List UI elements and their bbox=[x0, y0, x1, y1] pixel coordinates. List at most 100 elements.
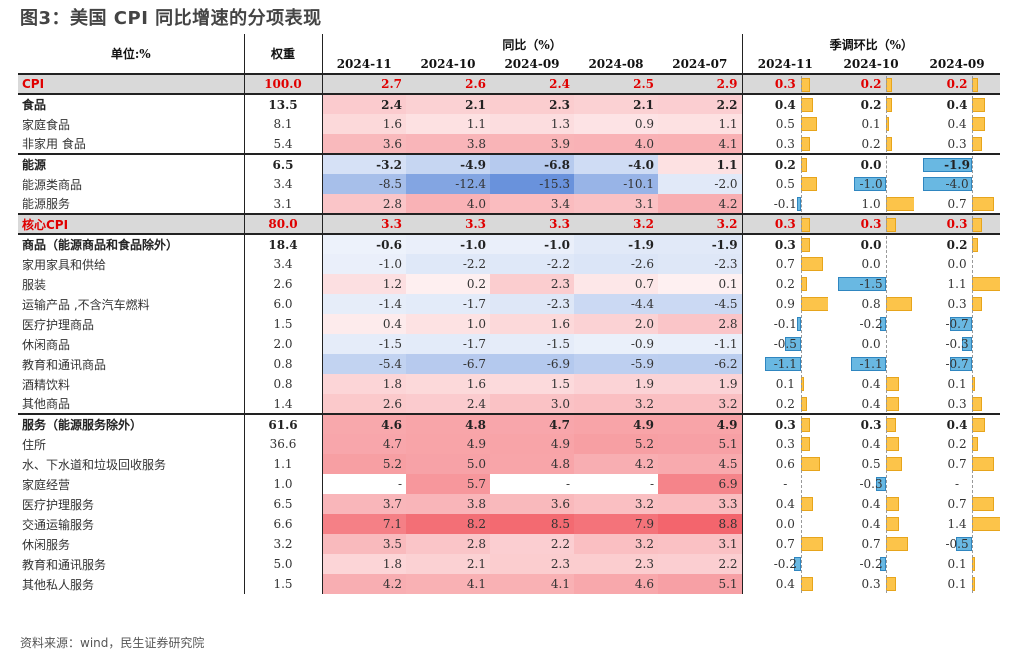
mom-cell: 0.4 bbox=[828, 494, 914, 514]
table-row: 家庭食品 8.1 1.6 1.1 1.3 0.9 1.1 0.5 0.1 0.4 bbox=[18, 114, 1000, 134]
mom-cell: 0.4 bbox=[914, 413, 1001, 434]
mom-month-header: 2024-10 bbox=[828, 54, 915, 75]
yoy-cell: 0.2 bbox=[406, 274, 490, 294]
row-name: 服装 bbox=[18, 274, 245, 294]
mom-bar-positive bbox=[800, 437, 811, 451]
yoy-cell: -2.2 bbox=[406, 254, 490, 274]
yoy-cell: 3.6 bbox=[490, 494, 574, 514]
mom-cell: 0.4 bbox=[828, 374, 914, 394]
mom-bar-negative bbox=[838, 277, 887, 291]
mom-value: 0.0 bbox=[947, 257, 967, 271]
mom-bar-positive bbox=[886, 457, 903, 471]
mom-bar-positive bbox=[972, 418, 985, 432]
yoy-cell: 3.2 bbox=[574, 534, 658, 554]
row-weight: 100.0 bbox=[244, 73, 323, 94]
mom-value: 0.5 bbox=[775, 117, 795, 131]
mom-cell: 0.4 bbox=[914, 93, 1001, 114]
yoy-cell: 5.7 bbox=[406, 474, 490, 494]
row-weight: 2.0 bbox=[244, 334, 323, 354]
mom-value: 0.4 bbox=[861, 517, 881, 531]
mom-value: -0.2 bbox=[773, 557, 797, 571]
yoy-cell: 4.0 bbox=[406, 194, 490, 214]
mom-zero-axis bbox=[886, 355, 888, 373]
mom-value: 1.1 bbox=[947, 277, 967, 291]
mom-zero-axis bbox=[886, 255, 888, 273]
mom-zero-axis bbox=[886, 435, 888, 453]
mom-value: 0.0 bbox=[860, 237, 882, 252]
mom-cell: 0.0 bbox=[742, 514, 828, 534]
mom-zero-axis bbox=[886, 115, 888, 133]
mom-zero-axis bbox=[972, 175, 974, 193]
yoy-cell: 2.1 bbox=[574, 93, 658, 114]
mom-zero-axis bbox=[800, 375, 802, 393]
row-weight: 6.5 bbox=[244, 494, 323, 514]
mom-cell: -0.2 bbox=[828, 554, 914, 574]
mom-zero-axis bbox=[886, 515, 888, 533]
table-row: 酒精饮料 0.8 1.8 1.6 1.5 1.9 1.9 0.1 0.4 0.1 bbox=[18, 374, 1000, 394]
yoy-cell: 8.2 bbox=[406, 514, 490, 534]
mom-zero-axis bbox=[800, 195, 802, 212]
yoy-cell: 1.2 bbox=[322, 274, 406, 294]
mom-zero-axis bbox=[972, 416, 974, 433]
mom-cell: 0.0 bbox=[828, 334, 914, 354]
yoy-cell: 3.2 bbox=[658, 394, 743, 414]
table-row: 其他私人服务 1.5 4.2 4.1 4.1 4.6 5.1 0.4 0.3 0.1 bbox=[18, 574, 1000, 594]
mom-zero-axis bbox=[972, 195, 974, 212]
yoy-cell: - bbox=[649, 477, 654, 491]
row-weight: 1.5 bbox=[244, 314, 323, 334]
mom-cell: 0.3 bbox=[914, 394, 1000, 414]
mom-bar-negative bbox=[794, 557, 801, 571]
yoy-cell: 5.1 bbox=[658, 434, 743, 454]
yoy-cell: 1.9 bbox=[574, 374, 658, 394]
mom-cell: 0.2 bbox=[828, 73, 915, 94]
mom-zero-axis bbox=[972, 555, 974, 573]
row-weight: 61.6 bbox=[244, 413, 323, 434]
mom-cell: 0.4 bbox=[828, 514, 914, 534]
yoy-cell: 3.7 bbox=[322, 494, 406, 514]
table-row: 服装 2.6 1.2 0.2 2.3 0.7 0.1 0.2 -1.5 1.1 bbox=[18, 274, 1001, 294]
mom-cell: 0.0 bbox=[828, 153, 915, 174]
mom-bar-positive bbox=[800, 238, 811, 252]
mom-cell: 0.4 bbox=[828, 394, 914, 414]
mom-cell: 1.0 bbox=[828, 194, 915, 214]
yoy-cell: 3.2 bbox=[574, 213, 658, 234]
mom-zero-axis bbox=[972, 435, 974, 453]
table-row: 商品（能源商品和食品除外） 18.4 -0.6 -1.0 -1.0 -1.9 -1.9 0.3… bbox=[18, 233, 1001, 254]
mom-value: 0.7 bbox=[947, 196, 967, 211]
yoy-cell: - bbox=[565, 477, 570, 491]
mom-zero-axis bbox=[800, 475, 802, 493]
yoy-month-header: 2024-07 bbox=[658, 54, 743, 75]
yoy-cell: 5.1 bbox=[658, 574, 743, 594]
mom-zero-axis bbox=[800, 96, 802, 113]
mom-cell: 0.3 bbox=[914, 213, 1001, 234]
mom-cell: 0.7 bbox=[914, 494, 1000, 514]
mom-bar-positive bbox=[886, 537, 909, 551]
row-weight: 0.8 bbox=[244, 374, 323, 394]
mom-cell: 0.4 bbox=[914, 114, 1000, 134]
mom-value: 0.8 bbox=[861, 297, 881, 311]
yoy-cell: 3.2 bbox=[658, 213, 743, 234]
mom-cell: 0.1 bbox=[914, 374, 1000, 394]
yoy-cell: 4.5 bbox=[658, 454, 743, 474]
mom-value: 0.4 bbox=[946, 97, 968, 112]
mom-zero-axis bbox=[972, 575, 974, 593]
mom-bar-positive bbox=[972, 218, 982, 232]
yoy-cell: -3.2 bbox=[322, 153, 406, 174]
mom-value: - bbox=[955, 477, 960, 491]
yoy-cell: 4.6 bbox=[322, 413, 406, 434]
mom-value: -0.3 bbox=[859, 477, 883, 491]
mom-cell: 0.7 bbox=[742, 254, 828, 274]
mom-bar-negative bbox=[876, 477, 887, 491]
yoy-cell: -1.4 bbox=[322, 294, 406, 314]
mom-bar-negative bbox=[923, 158, 973, 172]
mom-cell: -1.1 bbox=[828, 354, 914, 374]
yoy-group-header: 同比（%） bbox=[322, 34, 743, 54]
mom-value: 0.1 bbox=[947, 577, 967, 591]
yoy-cell: 0.1 bbox=[658, 274, 743, 294]
row-name: 能源 bbox=[18, 153, 245, 174]
mom-bar-positive bbox=[972, 397, 982, 411]
mom-value: 0.3 bbox=[775, 437, 795, 451]
mom-cell: -1.9 bbox=[914, 153, 1001, 174]
mom-bar-positive bbox=[886, 218, 896, 232]
mom-cell: 0.1 bbox=[914, 554, 1000, 574]
